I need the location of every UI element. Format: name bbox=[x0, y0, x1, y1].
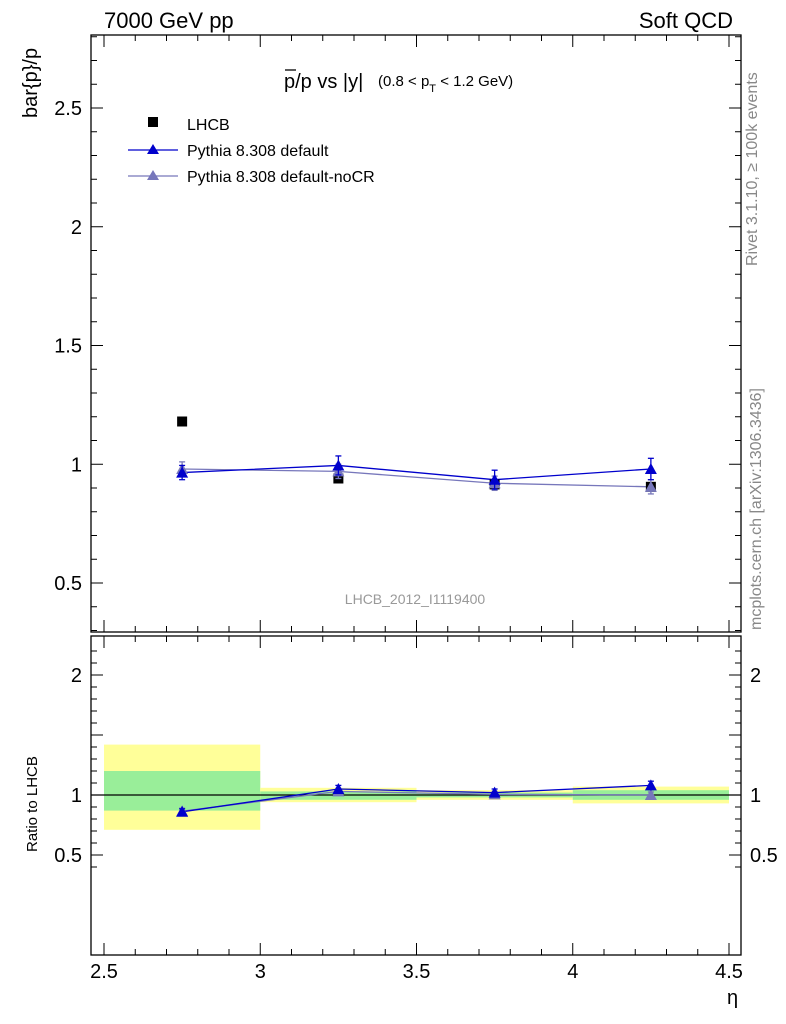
process-label: Soft QCD bbox=[638, 8, 733, 33]
nocr-point bbox=[644, 480, 657, 492]
ratio-bands bbox=[91, 744, 741, 830]
ratio-ytick-label: 2 bbox=[71, 665, 82, 687]
x-tick-label: 2.5 bbox=[90, 961, 118, 983]
ratio-default-line bbox=[182, 784, 651, 813]
ratio-ytick-label: 1 bbox=[71, 785, 82, 807]
legend-label-default: Pythia 8.308 default bbox=[187, 143, 329, 160]
ratio-default-point bbox=[332, 783, 345, 794]
legend-label-lhcb: LHCB bbox=[187, 117, 230, 134]
plot-title-sub-prefix: (0.8 < p bbox=[378, 73, 429, 90]
x-tick-label: 3 bbox=[255, 961, 266, 983]
ratio-ytick-label: 0.5 bbox=[54, 845, 82, 867]
main-ytick-label: 2 bbox=[71, 217, 82, 239]
default-point bbox=[488, 473, 501, 485]
main-ytick-label: 2.5 bbox=[54, 98, 82, 120]
x-axis-label: η bbox=[727, 987, 738, 1009]
ratio-nocr-point bbox=[644, 789, 657, 800]
ratio-plot-marks bbox=[176, 779, 657, 817]
main-ytick-label: 1 bbox=[71, 454, 82, 476]
default-line bbox=[182, 464, 651, 481]
ratio-ytick-label-right: 1 bbox=[750, 785, 761, 807]
energy-label: 7000 GeV pp bbox=[104, 8, 234, 33]
ratio-y-axis-label: Ratio to LHCB bbox=[24, 756, 41, 852]
x-tick-label: 4.5 bbox=[715, 961, 743, 983]
plot-title-main: p/p vs |y| bbox=[284, 71, 363, 93]
default-point bbox=[176, 466, 189, 478]
ratio-nocr-line bbox=[182, 790, 651, 812]
legend-marker-nocr bbox=[147, 170, 159, 180]
ratio-default-point bbox=[488, 786, 501, 798]
ratio-default-point bbox=[176, 805, 189, 817]
default-point bbox=[644, 463, 657, 474]
default-point bbox=[332, 459, 345, 471]
legend-label-nocr: Pythia 8.308 default-noCR bbox=[187, 169, 375, 186]
x-tick-label: 4 bbox=[567, 961, 578, 983]
ratio-ytick-label-right: 2 bbox=[750, 665, 761, 687]
plot-title-sub-index: T bbox=[429, 83, 436, 95]
main-ytick-label: 0.5 bbox=[54, 573, 82, 595]
legend-marker-default bbox=[147, 144, 159, 154]
main-ytick-label: 1.5 bbox=[54, 336, 82, 358]
x-tick-label: 3.5 bbox=[403, 961, 431, 983]
ratio-ytick-label-right: 0.5 bbox=[750, 845, 778, 867]
axis-ticks: 0.5 1 1.5 2 2.5 2.5 3 3.5 4 4.5 0.5 0.5 1 1 2 2 bbox=[54, 35, 778, 983]
legend-marker-lhcb bbox=[148, 117, 158, 127]
analysis-watermark: LHCB_2012_I1119400 bbox=[345, 591, 486, 607]
plot-title-sub-suffix: < 1.2 GeV) bbox=[436, 73, 513, 90]
legend: LHCB Pythia 8.308 default Pythia 8.308 d… bbox=[128, 117, 375, 186]
main-plot-marks bbox=[176, 416, 657, 495]
lhcb-data-point bbox=[177, 416, 188, 427]
svg-text:(0.8 < pT < 1.2 GeV): (0.8 < pT < 1.2 GeV) bbox=[378, 73, 513, 95]
main-y-axis-label: bar{p}/p bbox=[20, 48, 42, 118]
nocr-line bbox=[182, 468, 651, 488]
ratio-default-point bbox=[644, 779, 657, 791]
